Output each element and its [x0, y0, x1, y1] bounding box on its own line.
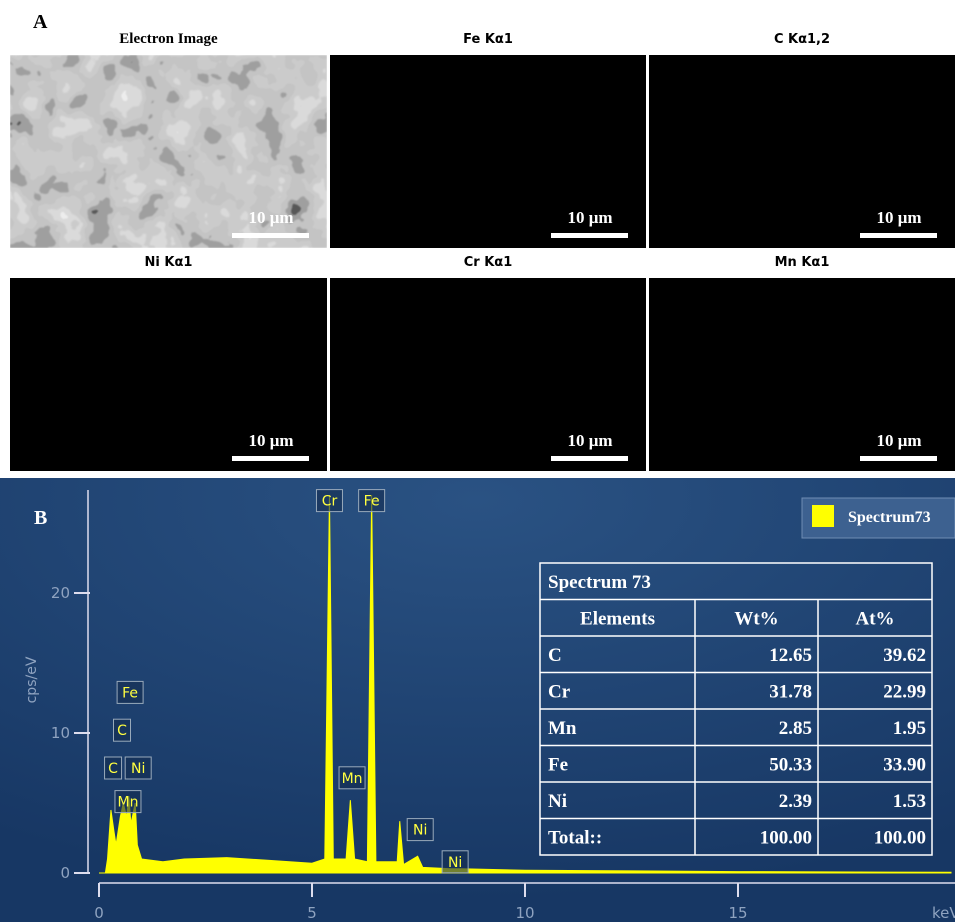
map-title: C Kα1,2 — [774, 32, 830, 47]
y-tick-label: 10 — [51, 724, 70, 742]
peak-label: Ni — [413, 823, 427, 839]
table-title: Spectrum 73 — [548, 572, 651, 593]
table-header: At% — [855, 609, 894, 630]
table-cell: 2.39 — [779, 791, 812, 812]
scale-bar-label: 10 μm — [876, 208, 921, 227]
peak-label: C — [108, 761, 118, 777]
map-title: Mn Kα1 — [775, 255, 830, 270]
table-cell: C — [548, 645, 562, 666]
scale-bar — [232, 233, 309, 238]
scale-bar — [551, 456, 628, 461]
table-cell: 100.00 — [760, 828, 812, 849]
table-cell: Mn — [548, 718, 577, 739]
figure: A B Electron Image 10 μm Fe Kα1 10 μm C Kα1,… — [0, 0, 955, 922]
scale-bar-label: 10 μm — [876, 431, 921, 450]
scale-bar-label: 10 μm — [248, 208, 293, 227]
table-cell: Total:: — [548, 828, 602, 849]
map-title: Electron Image — [119, 31, 218, 47]
peak-label: C — [117, 723, 127, 739]
legend-label: Spectrum73 — [848, 509, 931, 526]
scale-bar — [551, 233, 628, 238]
peak-label: Ni — [131, 761, 145, 777]
map-title: Ni Kα1 — [145, 255, 193, 270]
table-cell: 31.78 — [769, 682, 812, 703]
x-tick-label: 10 — [515, 904, 534, 922]
x-tick-label: 5 — [307, 904, 317, 922]
map-title: Fe Kα1 — [463, 32, 513, 47]
peak-label: Fe — [364, 494, 380, 510]
table-cell: 1.53 — [893, 791, 926, 812]
table-header: Wt% — [734, 609, 778, 630]
scale-bar-label: 10 μm — [567, 431, 612, 450]
x-tick-label: 0 — [94, 904, 104, 922]
peak-label: Ni — [448, 855, 462, 871]
table-cell: 2.85 — [779, 718, 812, 739]
map-title: Cr Kα1 — [464, 255, 513, 270]
scale-bar — [860, 233, 937, 238]
table-cell: 100.00 — [874, 828, 926, 849]
table-cell: Ni — [548, 791, 567, 812]
table-cell: 1.95 — [893, 718, 926, 739]
x-axis-label: keV — [932, 904, 955, 922]
legend-swatch — [812, 505, 834, 527]
table-cell: 50.33 — [769, 755, 812, 776]
table-cell: 39.62 — [883, 645, 926, 666]
x-tick-label: 15 — [728, 904, 747, 922]
peak-label: Cr — [322, 494, 338, 510]
y-tick-label: 20 — [51, 584, 70, 602]
table-cell: 33.90 — [883, 755, 926, 776]
panel-label: A — [33, 11, 48, 33]
peak-label: Fe — [122, 685, 138, 701]
scale-bar-label: 10 μm — [248, 431, 293, 450]
scale-bar-label: 10 μm — [567, 208, 612, 227]
table-cell: Fe — [548, 755, 568, 776]
panel-label: B — [34, 507, 47, 529]
y-axis-label: cps/eV — [24, 656, 40, 703]
peak-label: Mn — [342, 771, 363, 787]
table-header: Elements — [580, 609, 655, 630]
scale-bar — [232, 456, 309, 461]
peak-label: Mn — [117, 795, 138, 811]
table-cell: Cr — [548, 682, 571, 703]
table-cell: 12.65 — [769, 645, 812, 666]
table-cell: 22.99 — [883, 682, 926, 703]
y-tick-label: 0 — [60, 864, 70, 882]
scale-bar — [860, 456, 937, 461]
